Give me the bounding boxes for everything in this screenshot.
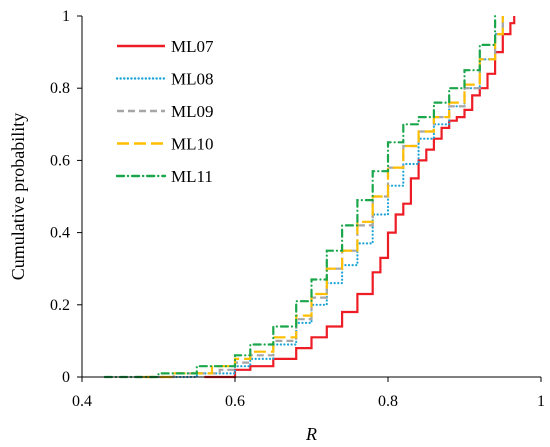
x-tick-label: 0.6 xyxy=(225,393,245,410)
series-line-ml07 xyxy=(204,16,516,379)
x-tick-label: 0.4 xyxy=(72,393,92,410)
axes: 0.4 0.6 0.8 1 0 0.2 0.4 0.6 0.8 1 xyxy=(50,8,545,410)
legend-label-ml09: ML09 xyxy=(171,102,214,121)
legend-label-ml11: ML11 xyxy=(171,167,213,186)
legend-label-ml07: ML07 xyxy=(171,37,214,56)
series-layer xyxy=(103,14,516,379)
y-tick-label: 0.2 xyxy=(50,297,70,314)
x-tick-label: 0.8 xyxy=(378,393,398,410)
y-axis-title: Cumulative probability xyxy=(8,113,28,280)
y-tick-label: 0.6 xyxy=(50,152,70,169)
y-tick-label: 0.8 xyxy=(50,80,70,97)
y-tick-label: 0.4 xyxy=(50,225,70,242)
series-line-ml10 xyxy=(143,16,504,379)
x-tick-label: 1 xyxy=(537,393,545,410)
y-tick-label: 0 xyxy=(62,369,70,386)
legend: ML07 ML08 ML09 ML10 ML11 xyxy=(115,37,214,186)
series-line-ml11 xyxy=(103,14,497,379)
y-tick-label: 1 xyxy=(62,8,70,25)
legend-label-ml08: ML08 xyxy=(171,70,214,89)
legend-label-ml10: ML10 xyxy=(171,135,214,154)
x-axis-title: R xyxy=(305,424,317,444)
